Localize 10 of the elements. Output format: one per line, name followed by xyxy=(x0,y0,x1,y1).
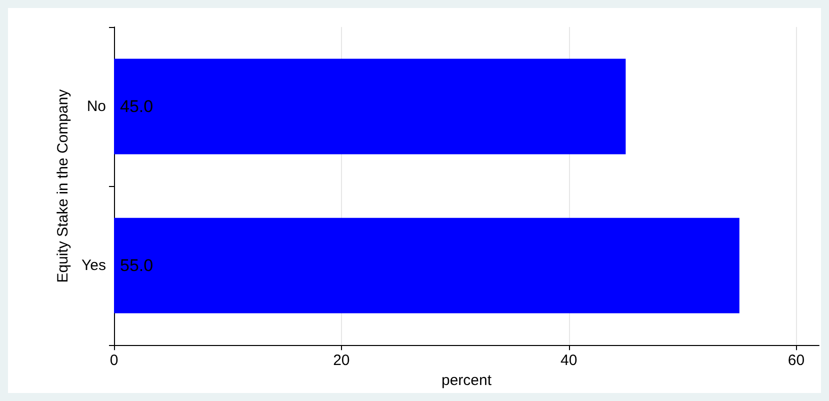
data-label: 55.0 xyxy=(120,256,154,276)
x-tick-label: 40 xyxy=(560,352,578,370)
x-axis-title: percent xyxy=(441,372,492,389)
x-tick-label: 20 xyxy=(333,352,350,370)
y-axis-title: Equity Stake in the Company xyxy=(54,88,72,283)
x-tick-label: 0 xyxy=(110,352,118,370)
x-tick-label: 60 xyxy=(788,352,805,370)
y-tick-label: No xyxy=(86,98,106,116)
data-label: 45.0 xyxy=(120,97,154,116)
y-tick-label: Yes xyxy=(82,257,106,274)
